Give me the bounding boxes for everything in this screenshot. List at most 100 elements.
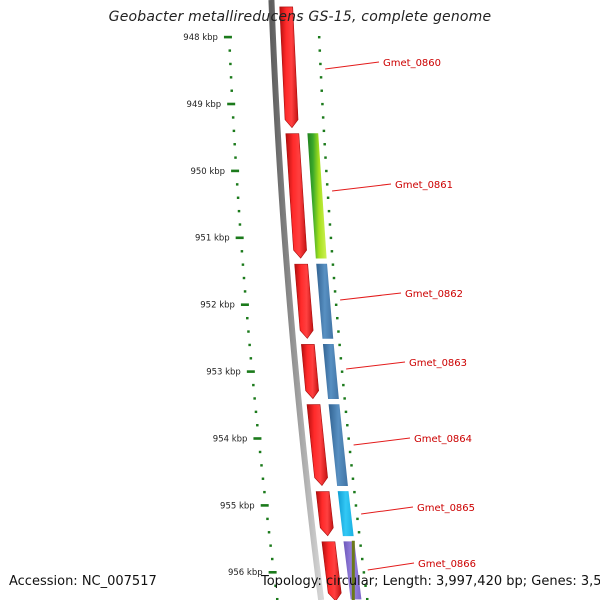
feature-band-gmet-0865[interactable] — [336, 489, 356, 538]
ruler-tick-label: 956 kbp — [228, 568, 263, 578]
outer-track-tick — [324, 156, 327, 159]
outer-track-tick — [339, 357, 343, 360]
ruler-tick-label: 950 kbp — [190, 167, 225, 177]
outer-track-tick — [326, 196, 330, 199]
outer-track-tick — [323, 143, 326, 146]
outer-track-tick — [321, 102, 324, 106]
outer-track-tick — [348, 450, 352, 454]
ruler-minor-tick — [269, 544, 272, 547]
genome-summary-text: Topology: circular; Length: 3,997,420 bp… — [261, 574, 600, 589]
gene-arrow-gmet-0866[interactable] — [321, 541, 342, 600]
ruler-minor-tick — [241, 263, 245, 266]
gene-label-gmet-0864[interactable]: Gmet_0864 — [414, 434, 472, 445]
gene-arrow-gmet-0864[interactable] — [306, 404, 328, 487]
feature-band-gmet-0861[interactable] — [306, 132, 328, 260]
accession-text: Accession: NC_007517 — [9, 574, 157, 589]
ruler-tick-label: 951 kbp — [195, 234, 230, 244]
outer-track-tick — [317, 36, 321, 39]
ruler-minor-tick — [247, 330, 250, 333]
outer-track-tick — [364, 584, 367, 587]
outer-track-tick — [328, 223, 332, 226]
gene-arrow-gmet-0860[interactable] — [279, 6, 299, 129]
gene-arrow-gmet-0862[interactable] — [294, 263, 314, 339]
ruler-minor-tick — [238, 223, 242, 226]
ruler-minor-tick — [263, 490, 266, 494]
outer-track-tick — [351, 477, 355, 480]
outer-track-tick — [332, 276, 336, 280]
ruler-minor-tick — [252, 383, 255, 387]
ruler-minor-tick — [233, 143, 236, 146]
outer-track-tick — [319, 76, 323, 79]
outer-track-tick — [350, 464, 353, 467]
ruler-minor-tick — [237, 209, 241, 213]
ruler-tick-label: 953 kbp — [206, 368, 241, 378]
outer-track-tick — [356, 517, 359, 521]
outer-track-tick — [329, 236, 333, 240]
gene-label-gmet-0865[interactable]: Gmet_0865 — [417, 503, 475, 514]
feature-band-edge — [351, 540, 355, 600]
feature-band-gmet-0864[interactable] — [327, 403, 350, 488]
gene-label-gmet-0862[interactable]: Gmet_0862 — [405, 289, 463, 300]
ruler-minor-tick — [232, 129, 236, 133]
gene-label-gmet-0863[interactable]: Gmet_0863 — [409, 358, 467, 369]
gene-arrow-gmet-0863[interactable] — [301, 344, 319, 400]
gene-leader-line — [346, 361, 406, 370]
ruler-minor-tick — [253, 397, 256, 400]
ruler-minor-tick — [254, 410, 258, 414]
outer-track-tick — [340, 370, 344, 373]
ruler-major-tick — [231, 169, 240, 173]
gene-label-gmet-0860[interactable]: Gmet_0860 — [383, 58, 441, 69]
gene-track — [279, 6, 342, 600]
outer-track-tick — [325, 183, 329, 186]
outer-track-tick — [318, 49, 322, 52]
feature-bands — [306, 132, 363, 600]
outer-track-tick — [319, 62, 322, 66]
outer-track-tick — [347, 437, 350, 440]
ruler-minor-tick — [229, 76, 233, 79]
outer-track-tick — [327, 209, 331, 213]
map-title: Geobacter metallireducens GS-15, complet… — [108, 9, 492, 25]
outer-track-tick — [354, 504, 358, 507]
ruler-minor-tick — [235, 183, 239, 186]
ruler-minor-tick — [266, 517, 269, 521]
ruler-minor-tick — [228, 49, 232, 52]
gene-leader-line — [325, 61, 380, 70]
outer-track-tick — [320, 89, 323, 92]
gene-leader-line — [340, 292, 402, 301]
ruler-minor-tick — [249, 357, 253, 360]
ruler-minor-tick — [230, 89, 233, 92]
outer-track-tick — [322, 129, 326, 133]
outer-track-tick — [337, 330, 340, 333]
ruler-minor-tick — [261, 477, 265, 480]
feature-band-gmet-0863[interactable] — [321, 342, 341, 401]
gene-arrow-gmet-0861[interactable] — [285, 133, 307, 259]
outer-track-tick — [343, 397, 346, 400]
ruler-minor-tick — [240, 250, 244, 253]
ruler-major-tick — [223, 35, 232, 39]
gene-label-gmet-0861[interactable]: Gmet_0861 — [395, 180, 453, 191]
ruler-minor-tick — [243, 290, 247, 293]
outer-track-tick — [353, 490, 356, 494]
outer-track-tick — [362, 571, 366, 574]
feature-band-gmet-0862[interactable] — [314, 262, 335, 340]
outer-track-tick — [338, 343, 341, 347]
outer-track-tick — [336, 316, 339, 320]
ruler-minor-tick — [231, 116, 235, 119]
ruler-minor-tick — [260, 464, 263, 467]
ruler-minor-tick — [242, 276, 246, 280]
gene-leader-line — [367, 562, 415, 571]
ruler-tick-label: 954 kbp — [213, 434, 248, 444]
ruler-major-tick — [235, 236, 244, 240]
ruler-minor-tick — [274, 584, 277, 587]
gene-leader-line — [353, 437, 411, 446]
gene-arrow-gmet-0865[interactable] — [315, 491, 334, 537]
ruler-tick-label: 955 kbp — [220, 501, 255, 511]
ruler-major-tick — [227, 102, 236, 106]
ruler-minor-tick — [267, 531, 271, 534]
gene-label-gmet-0866[interactable]: Gmet_0866 — [418, 559, 476, 570]
outer-track-tick — [321, 116, 325, 119]
ruler-tick-label: 948 kbp — [183, 33, 218, 43]
outer-track-tick — [357, 531, 361, 534]
